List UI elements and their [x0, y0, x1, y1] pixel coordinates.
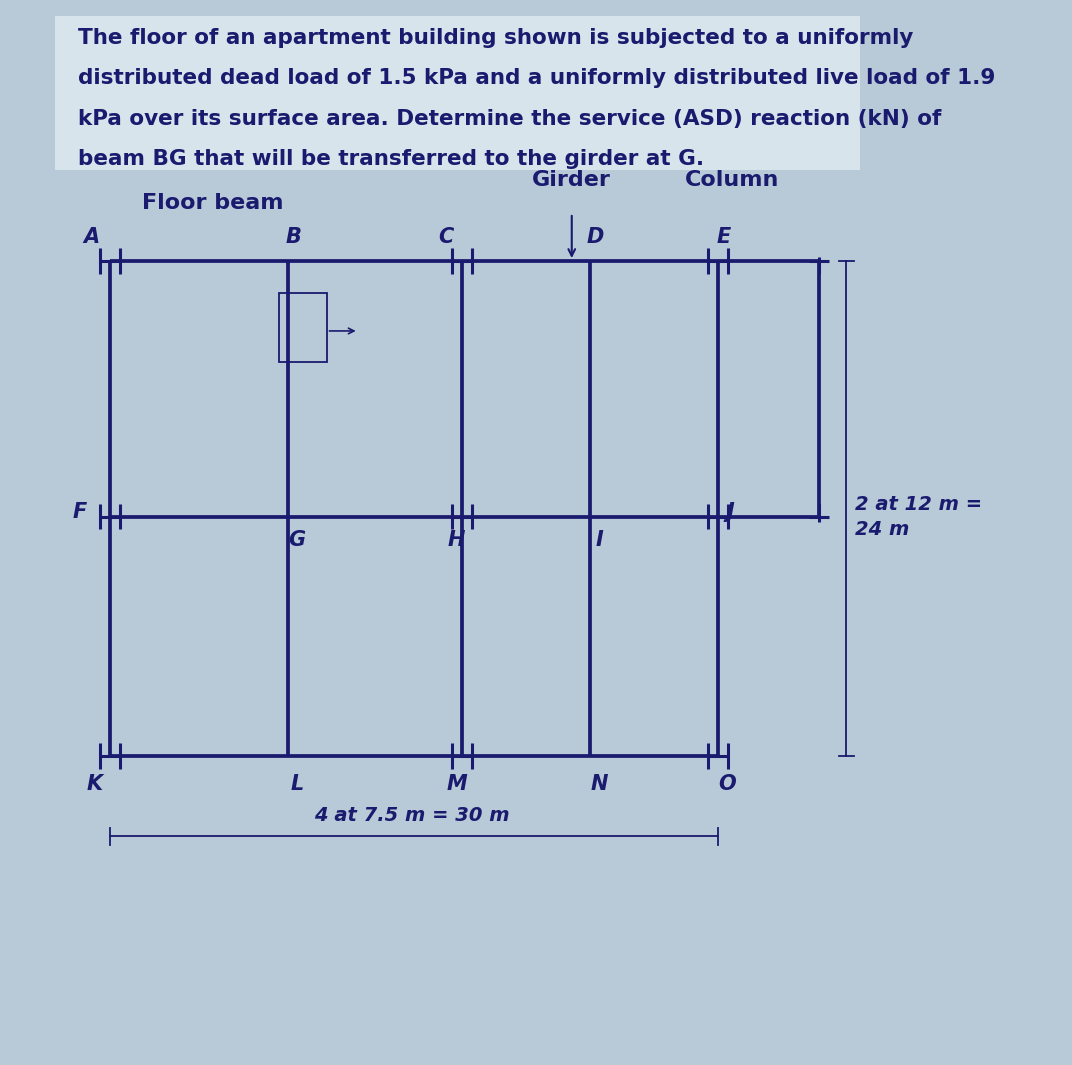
- Text: A: A: [84, 228, 100, 247]
- Text: D: D: [586, 228, 605, 247]
- FancyBboxPatch shape: [55, 16, 860, 170]
- Text: G: G: [288, 530, 306, 550]
- Text: I: I: [595, 530, 604, 550]
- Text: J: J: [726, 503, 734, 522]
- Text: B: B: [286, 228, 301, 247]
- Text: O: O: [718, 774, 736, 793]
- Text: kPa over its surface area. Determine the service (ASD) reaction (kN) of: kPa over its surface area. Determine the…: [78, 109, 941, 129]
- Text: N: N: [591, 774, 608, 793]
- Text: K: K: [86, 774, 102, 793]
- Text: Column: Column: [685, 169, 779, 190]
- Text: beam BG that will be transferred to the girder at G.: beam BG that will be transferred to the …: [78, 149, 704, 169]
- Text: Floor beam: Floor beam: [142, 193, 283, 213]
- Text: F: F: [73, 503, 87, 522]
- Text: L: L: [291, 774, 304, 793]
- Text: distributed dead load of 1.5 kPa and a uniformly distributed live load of 1.9: distributed dead load of 1.5 kPa and a u…: [78, 68, 995, 88]
- Text: 4 at 7.5 m = 30 m: 4 at 7.5 m = 30 m: [314, 806, 509, 825]
- Text: M: M: [446, 774, 467, 793]
- Text: H: H: [448, 530, 465, 550]
- Text: Girder: Girder: [533, 169, 611, 190]
- Text: C: C: [437, 228, 453, 247]
- Text: The floor of an apartment building shown is subjected to a uniformly: The floor of an apartment building shown…: [78, 28, 913, 48]
- Bar: [279, 293, 327, 362]
- Text: 2 at 12 m =
24 m: 2 at 12 m = 24 m: [855, 494, 982, 539]
- Text: E: E: [716, 228, 731, 247]
